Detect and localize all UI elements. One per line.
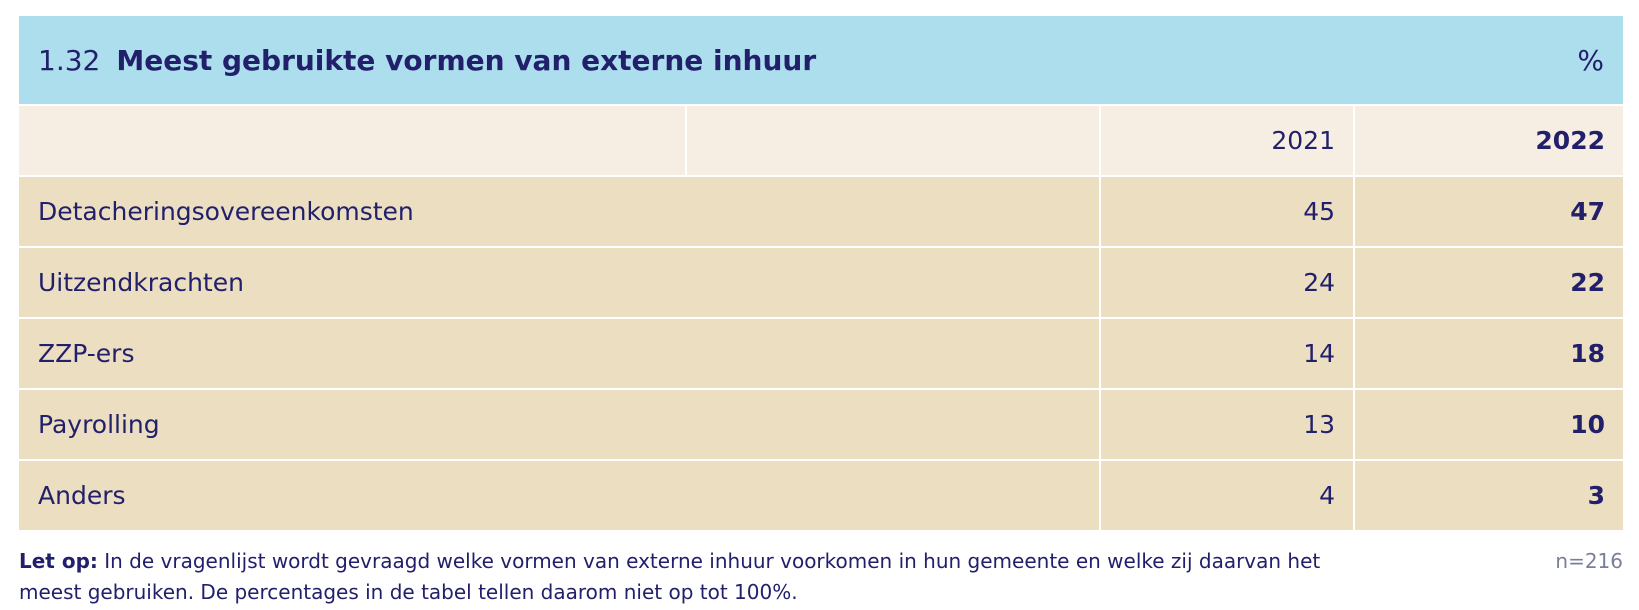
value-2021: 13	[1101, 390, 1353, 459]
column-header-2021: 2021	[1101, 106, 1353, 175]
footnote-text-block: Let op: In de vragenlijst wordt gevraagd…	[19, 546, 1329, 608]
table-heading: 1.32 Meest gebruikte vormen van externe …	[38, 44, 816, 77]
row-label: Uitzendkrachten	[19, 248, 1099, 317]
column-header-2022: 2022	[1355, 106, 1623, 175]
value-2021: 14	[1101, 319, 1353, 388]
value-2021: 24	[1101, 248, 1353, 317]
table-row: Uitzendkrachten 24 22	[19, 248, 1623, 317]
table-header-row: 2021 2022	[19, 106, 1623, 175]
value-2022: 18	[1355, 319, 1623, 388]
table-title-bar: 1.32 Meest gebruikte vormen van externe …	[19, 16, 1623, 104]
value-2021: 45	[1101, 177, 1353, 246]
table-row: Anders 4 3	[19, 461, 1623, 530]
value-2021: 4	[1101, 461, 1353, 530]
header-empty-cell	[687, 106, 1099, 175]
data-table: 1.32 Meest gebruikte vormen van externe …	[19, 16, 1623, 530]
table-row: Payrolling 13 10	[19, 390, 1623, 459]
header-empty-cell	[19, 106, 685, 175]
table-row: ZZP-ers 14 18	[19, 319, 1623, 388]
table-title: Meest gebruikte vormen van externe inhuu…	[116, 43, 817, 77]
row-label: Anders	[19, 461, 1099, 530]
row-label: Detacheringsovereenkomsten	[19, 177, 1099, 246]
value-2022: 3	[1355, 461, 1623, 530]
row-label: ZZP-ers	[19, 319, 1099, 388]
row-label: Payrolling	[19, 390, 1099, 459]
table-footnote: Let op: In de vragenlijst wordt gevraagd…	[19, 546, 1623, 608]
value-2022: 22	[1355, 248, 1623, 317]
value-2022: 10	[1355, 390, 1623, 459]
footnote-text: In de vragenlijst wordt gevraagd welke v…	[19, 549, 1321, 604]
sample-size: n=216	[1555, 549, 1623, 573]
footnote-label: Let op:	[19, 549, 98, 573]
value-2022: 47	[1355, 177, 1623, 246]
table-row: Detacheringsovereenkomsten 45 47	[19, 177, 1623, 246]
table-number: 1.32	[38, 43, 101, 77]
table-unit: %	[1577, 43, 1604, 77]
